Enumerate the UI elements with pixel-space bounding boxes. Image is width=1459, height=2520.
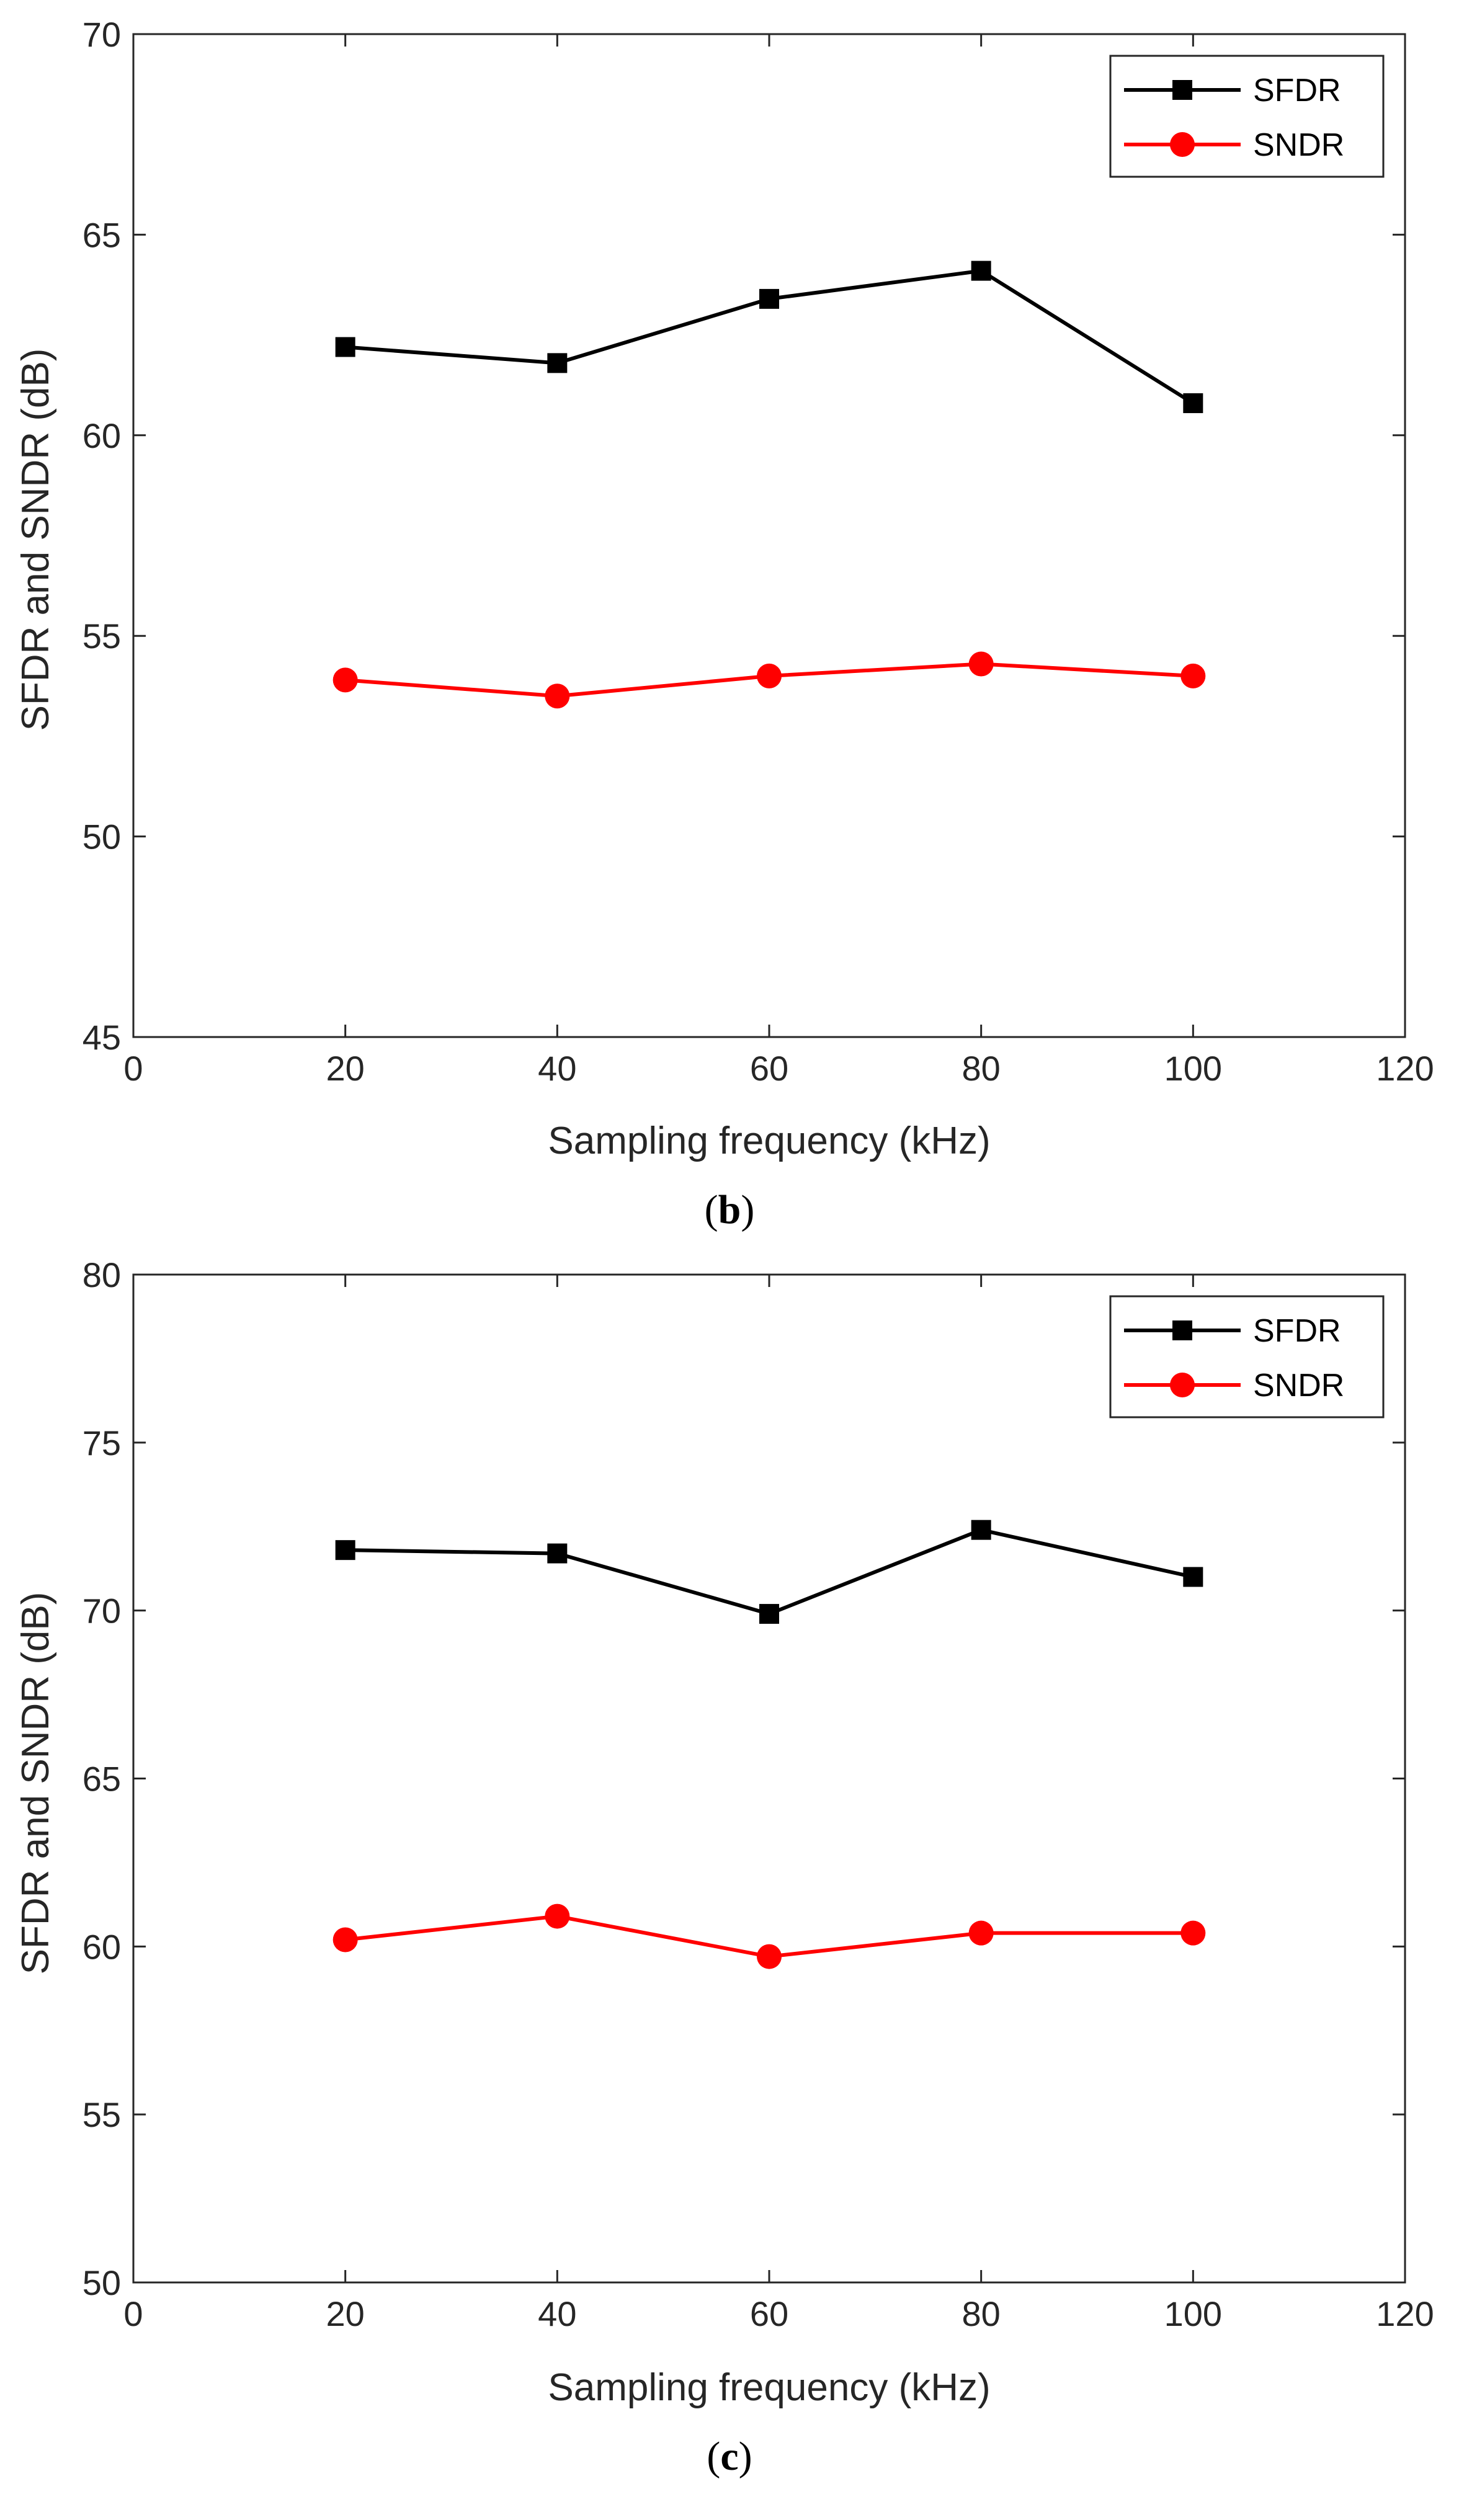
chart-b-x-tick-label: 40	[538, 1049, 576, 1088]
chart-b-legend-sndr-label: SNDR	[1253, 127, 1344, 163]
chart-c-y-tick-label: 65	[83, 1760, 121, 1799]
chart-c-sfdr-point	[547, 1543, 568, 1564]
chart-c-legend-box	[1109, 1295, 1385, 1418]
chart-b-sndr-point	[757, 663, 782, 688]
chart-c-x-tick-label: 40	[538, 2294, 576, 2333]
chart-c-sfdr-point	[971, 1520, 991, 1540]
chart-b-y-axis-label: SFDR and SNDR (dB)	[14, 349, 57, 731]
chart-b-legend-sndr-marker	[1170, 132, 1195, 157]
chart-c-plot-area	[132, 1273, 1406, 2284]
chart-c-sndr-point	[1180, 1920, 1206, 1946]
chart-c-legend-sndr-label: SNDR	[1253, 1368, 1344, 1404]
chart-c-legend-sndr-marker	[1170, 1373, 1195, 1397]
chart-c-y-tick-label: 70	[83, 1592, 121, 1631]
chart-b-series	[332, 260, 1206, 709]
chart-b-legend-box	[1109, 55, 1385, 178]
chart-b-sfdr-point	[1183, 393, 1203, 414]
chart-b-tick-labels: 0 20 40 60 80 100 120 45 50 55 60 65 70	[83, 15, 1434, 1088]
chart-panel-b: 0 20 40 60 80 100 120 45 50 55 60 65 70 Sampling fre…	[14, 15, 1434, 1232]
chart-b-sndr-point	[1180, 663, 1206, 688]
chart-c-y-tick-label: 80	[83, 1255, 121, 1294]
chart-b-y-tick-label: 70	[83, 15, 121, 54]
chart-b-panel-caption: (b)	[705, 1187, 755, 1232]
chart-b-ticks	[132, 33, 1406, 1038]
chart-b-x-tick-label: 0	[123, 1049, 143, 1088]
chart-c-x-tick-label: 80	[962, 2294, 1001, 2333]
chart-b-y-tick-label: 60	[83, 416, 121, 455]
chart-b-y-tick-label: 65	[83, 215, 121, 254]
chart-c-sndr-point	[332, 1927, 358, 1952]
chart-c-x-tick-label: 20	[326, 2294, 365, 2333]
chart-b-y-tick-label: 45	[83, 1018, 121, 1057]
chart-c-sndr-point	[757, 1944, 782, 1969]
chart-c-sfdr-point	[335, 1540, 355, 1561]
chart-c-tick-labels: 0 20 40 60 80 100 120 50 55 60 65 70 75 80	[83, 1255, 1434, 2333]
chart-c-legend: SFDR SNDR	[1109, 1295, 1385, 1418]
chart-c-x-tick-label: 120	[1376, 2294, 1434, 2333]
chart-c-sndr-point	[545, 1903, 570, 1929]
chart-c-sfdr-point	[1183, 1567, 1203, 1587]
chart-b-sndr-point	[332, 667, 358, 693]
chart-b-legend-sfdr-marker	[1172, 80, 1192, 100]
chart-b-legend-sfdr-label: SFDR	[1253, 73, 1341, 109]
chart-c-y-tick-label: 60	[83, 1927, 121, 1966]
chart-b-x-tick-label: 20	[326, 1049, 365, 1088]
chart-b-y-tick-label: 50	[83, 817, 121, 857]
chart-b-y-tick-label: 55	[83, 617, 121, 656]
chart-b-x-tick-label: 80	[962, 1049, 1001, 1088]
chart-c-ticks	[132, 1273, 1406, 2284]
chart-b-sfdr-point	[547, 353, 568, 373]
chart-panel-c: 0 20 40 60 80 100 120 50 55 60 65 70 75 80 Sampling f…	[14, 1255, 1434, 2479]
chart-c-sndr-point	[968, 1920, 994, 1946]
chart-c-sfdr-point	[759, 1604, 779, 1624]
chart-c-legend-sfdr-marker	[1172, 1320, 1192, 1340]
chart-c-y-tick-label: 75	[83, 1423, 121, 1463]
chart-b-legend: SFDR SNDR	[1109, 55, 1385, 178]
chart-b-x-tick-label: 120	[1376, 1049, 1434, 1088]
chart-c-y-tick-label: 55	[83, 2095, 121, 2134]
chart-c-x-axis-label: Sampling frequency (kHz)	[548, 2366, 990, 2409]
chart-b-axes-box	[132, 33, 1406, 1038]
chart-b-plot-area	[132, 33, 1406, 1038]
chart-c-series	[332, 1520, 1206, 1969]
chart-c-x-tick-label: 60	[750, 2294, 788, 2333]
chart-c-y-axis-label: SFDR and SNDR (dB)	[14, 1592, 57, 1975]
chart-b-sfdr-point	[759, 288, 779, 309]
chart-b-panel-caption-letter: b	[718, 1187, 741, 1232]
chart-c-panel-caption-letter: c	[720, 2434, 738, 2479]
chart-c-y-tick-label: 50	[83, 2263, 121, 2302]
chart-b-sndr-point	[545, 683, 570, 709]
chart-c-legend-sfdr-label: SFDR	[1253, 1313, 1341, 1349]
chart-b-x-tick-label: 60	[750, 1049, 788, 1088]
chart-b-sndr-point	[968, 651, 994, 677]
chart-c-axes-box	[132, 1273, 1406, 2284]
chart-b-x-tick-label: 100	[1164, 1049, 1222, 1088]
chart-b-x-axis-label: Sampling frequency (kHz)	[548, 1120, 990, 1162]
chart-b-sfdr-point	[971, 260, 991, 281]
chart-c-x-tick-label: 0	[123, 2294, 143, 2333]
chart-b-sfdr-point	[335, 337, 355, 357]
chart-c-panel-caption: (c)	[707, 2434, 752, 2479]
chart-c-x-tick-label: 100	[1164, 2294, 1222, 2333]
